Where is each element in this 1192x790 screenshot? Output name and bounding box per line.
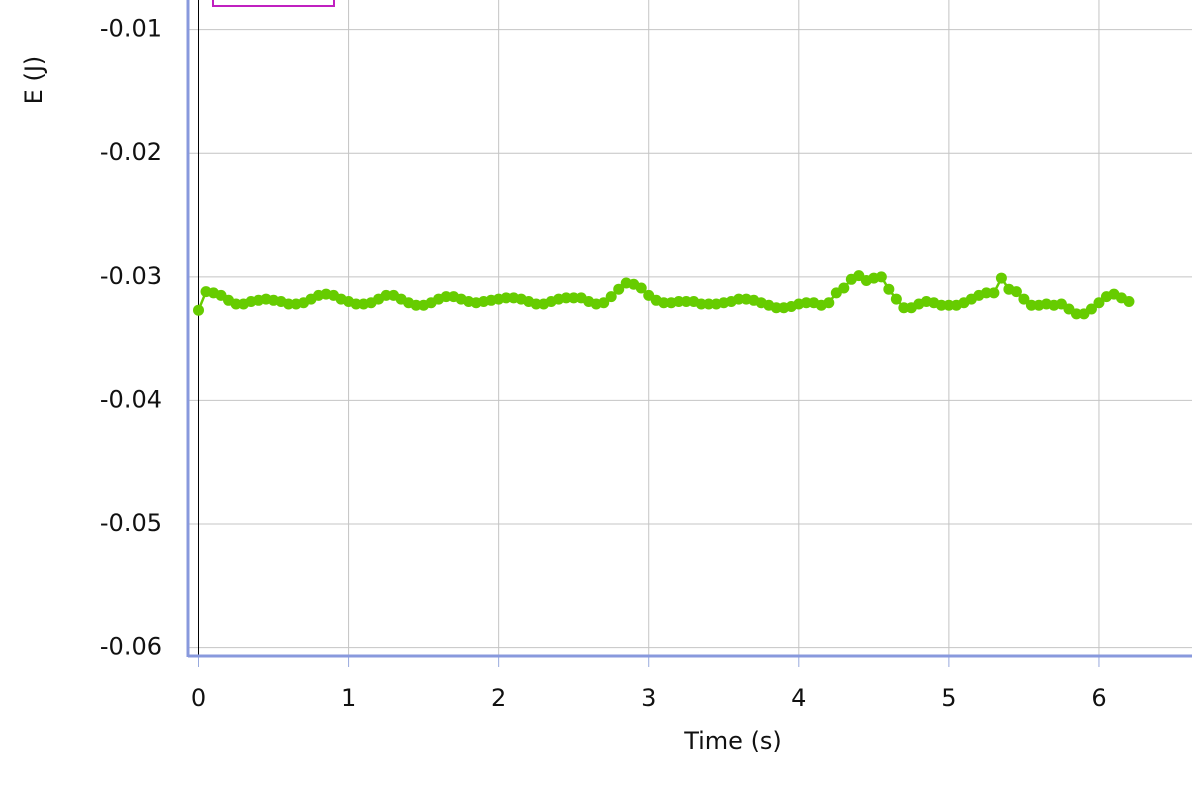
legend-box xyxy=(212,0,335,7)
data-point xyxy=(1093,297,1105,309)
data-point xyxy=(838,282,850,294)
data-point xyxy=(823,297,835,309)
x-tick-label: 1 xyxy=(341,684,356,712)
x-tick-label: 6 xyxy=(1091,684,1106,712)
x-tick-label: 4 xyxy=(791,684,806,712)
data-point xyxy=(635,282,647,294)
data-point xyxy=(875,271,887,283)
data-point xyxy=(598,297,610,309)
data-point xyxy=(605,291,617,303)
x-tick-label: 3 xyxy=(641,684,656,712)
data-point xyxy=(890,293,902,305)
y-tick-label: -0.03 xyxy=(100,262,162,290)
x-tick-label: 0 xyxy=(191,684,206,712)
y-tick-label: -0.01 xyxy=(100,15,162,43)
data-point xyxy=(613,283,625,295)
y-axis-label: E (J) xyxy=(20,56,48,105)
data-point xyxy=(1123,296,1135,308)
data-point xyxy=(1085,303,1097,315)
data-point xyxy=(995,272,1007,284)
data-point xyxy=(193,304,205,316)
x-tick-label: 5 xyxy=(941,684,956,712)
x-axis-label: Time (s) xyxy=(683,727,782,755)
x-tick-label: 2 xyxy=(491,684,506,712)
y-tick-label: -0.05 xyxy=(100,509,162,537)
data-point xyxy=(1010,286,1022,298)
data-point xyxy=(1018,293,1030,305)
y-tick-label: -0.04 xyxy=(100,385,162,413)
data-point xyxy=(883,283,895,295)
y-tick-label: -0.06 xyxy=(100,633,162,661)
y-tick-label: -0.02 xyxy=(100,138,162,166)
data-point xyxy=(988,287,1000,299)
